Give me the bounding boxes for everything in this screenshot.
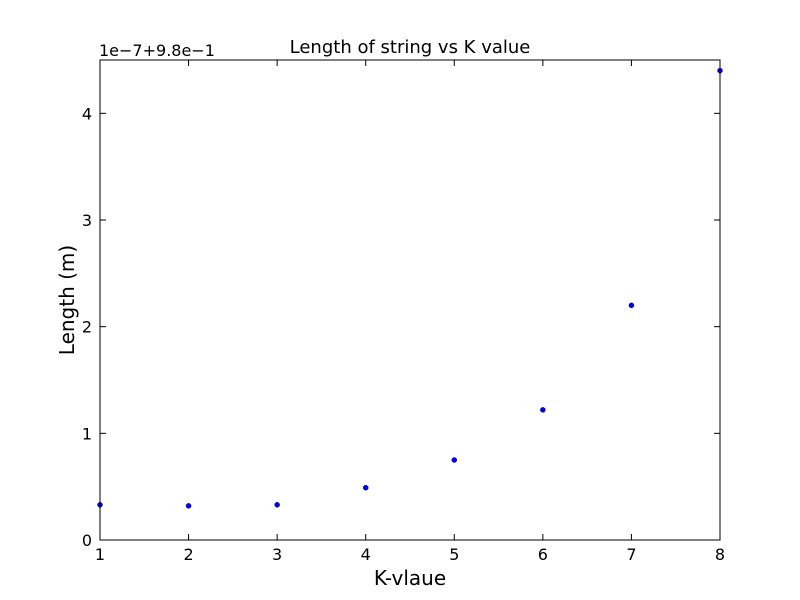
- x-tick-label: 7: [626, 545, 636, 564]
- data-point: [362, 484, 369, 491]
- plot-frame: [99, 59, 721, 541]
- chart-title: Length of string vs K value: [290, 37, 531, 58]
- y-tick-label: 2: [82, 318, 92, 337]
- data-point: [451, 457, 458, 463]
- x-axis-title: K-vlaue: [374, 566, 446, 590]
- y-axis-offset-label: 1e−7+9.8e−1: [99, 41, 215, 60]
- y-tick-label: 3: [82, 211, 92, 230]
- x-tick-label: 6: [538, 545, 548, 564]
- x-tick-label: 1: [95, 545, 105, 564]
- data-point: [274, 502, 280, 508]
- data-point: [540, 407, 546, 413]
- y-tick-label: 1: [82, 424, 92, 443]
- x-tick-label: 2: [183, 545, 193, 564]
- x-tick-label: 4: [361, 545, 371, 564]
- y-axis-title: Length (m): [55, 245, 79, 355]
- x-tick-label: 5: [449, 545, 459, 564]
- x-tick-label: 8: [715, 545, 725, 564]
- y-tick-label: 0: [82, 531, 92, 550]
- x-tick-label: 3: [272, 545, 282, 564]
- y-tick-label: 4: [82, 104, 92, 123]
- data-point: [185, 503, 192, 509]
- data-point: [628, 302, 635, 309]
